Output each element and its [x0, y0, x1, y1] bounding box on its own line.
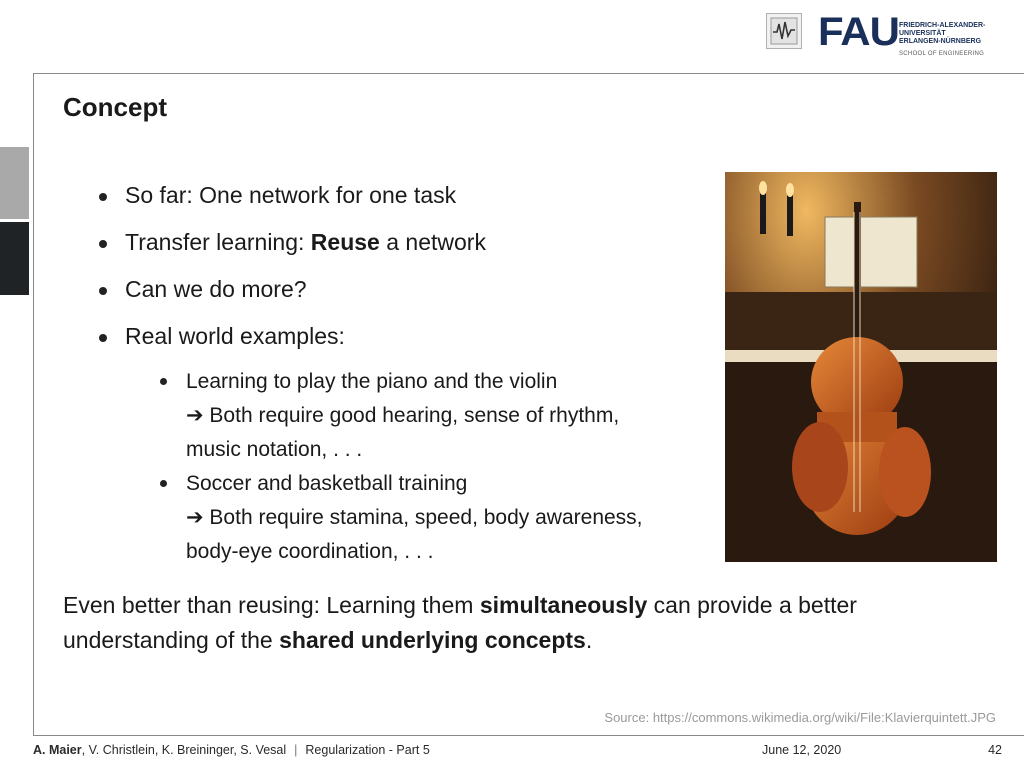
violin-piano-photo — [725, 172, 997, 562]
bullet-list: So far: One network for one task Transfe… — [96, 182, 716, 569]
bullet-item: Real world examples: — [96, 323, 716, 365]
slide-frame — [33, 73, 1024, 736]
fau-wordmark: FAU — [818, 10, 900, 54]
footer-lecture: Regularization - Part 5 — [305, 743, 430, 757]
summary-text: Even better than reusing: Learning them … — [63, 592, 857, 653]
school-name: SCHOOL OF ENGINEERING — [899, 51, 985, 57]
fau-logo: FAU FRIEDRICH-ALEXANDER- UNIVERSITÄT ERL… — [766, 10, 986, 62]
page-number: 42 — [988, 743, 1002, 757]
footer-authors: A. Maier, V. Christlein, K. Breininger, … — [33, 743, 430, 757]
sub-bullet-item: Soccer and basketball training ➔ Both re… — [96, 467, 716, 569]
faculty-icon — [766, 13, 802, 49]
footer-date: June 12, 2020 — [762, 743, 842, 757]
bullet-item: Transfer learning: Reuse a network — [96, 229, 716, 276]
bullet-item: Can we do more? — [96, 276, 716, 323]
side-tab-grey — [0, 147, 29, 219]
slide-title: Concept — [63, 92, 167, 122]
sub-bullet-item: Learning to play the piano and the violi… — [96, 365, 716, 467]
side-tab-dark — [0, 222, 29, 295]
university-name: FRIEDRICH-ALEXANDER- UNIVERSITÄT ERLANGE… — [899, 22, 986, 45]
bullet-item: So far: One network for one task — [96, 182, 716, 229]
image-source: Source: https://commons.wikimedia.org/wi… — [604, 710, 996, 725]
